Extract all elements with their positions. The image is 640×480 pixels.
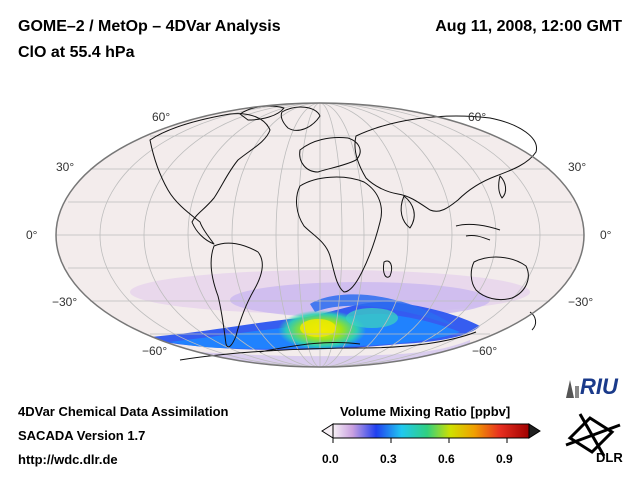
lat-label-right-0: 0° — [600, 228, 612, 242]
lat-label-right-30: 30° — [568, 160, 587, 174]
footer-url[interactable]: http://wdc.dlr.de — [18, 452, 118, 467]
lat-label-right-minus30: −30° — [568, 295, 594, 309]
colorbar-title: Volume Mixing Ratio [ppbv] — [340, 404, 511, 419]
lat-label-right-60: 60° — [468, 110, 487, 124]
colorbar-min-arrow — [321, 423, 334, 439]
colorbar-tick-1: 0.3 — [380, 452, 397, 466]
coastlines — [149, 105, 537, 361]
globe-outline — [55, 102, 585, 368]
lat-label-left-60: 60° — [152, 110, 171, 124]
lat-label-left-minus30: −30° — [52, 295, 78, 309]
map-title: GOME–2 / MetOp – 4DVar Analysis — [18, 18, 281, 35]
footer-line-1: 4DVar Chemical Data Assimilation — [18, 404, 229, 419]
colorbar — [321, 423, 541, 443]
dlr-logo-mark — [565, 413, 621, 457]
riu-logo: RIU — [580, 374, 618, 399]
colorbar-max-arrow — [528, 423, 541, 439]
colorbar-bar — [332, 423, 530, 439]
lat-label-left-0: 0° — [26, 228, 38, 242]
colorbar-tick-0: 0.0 — [322, 452, 339, 466]
colorbar-tick-3: 0.9 — [496, 452, 513, 466]
riu-logo-mark — [566, 380, 579, 398]
map-datetime: Aug 11, 2008, 12:00 GMT — [435, 18, 622, 35]
dlr-logo: DLR — [596, 450, 623, 465]
lat-label-right-minus60: −60° — [472, 344, 498, 358]
clo-field — [130, 270, 530, 367]
lat-label-left-30: 30° — [56, 160, 75, 174]
map-subtitle: ClO at 55.4 hPa — [18, 44, 135, 61]
lat-label-left-minus60: −60° — [142, 344, 168, 358]
footer-line-2: SACADA Version 1.7 — [18, 428, 146, 443]
colorbar-tick-2: 0.6 — [438, 452, 455, 466]
